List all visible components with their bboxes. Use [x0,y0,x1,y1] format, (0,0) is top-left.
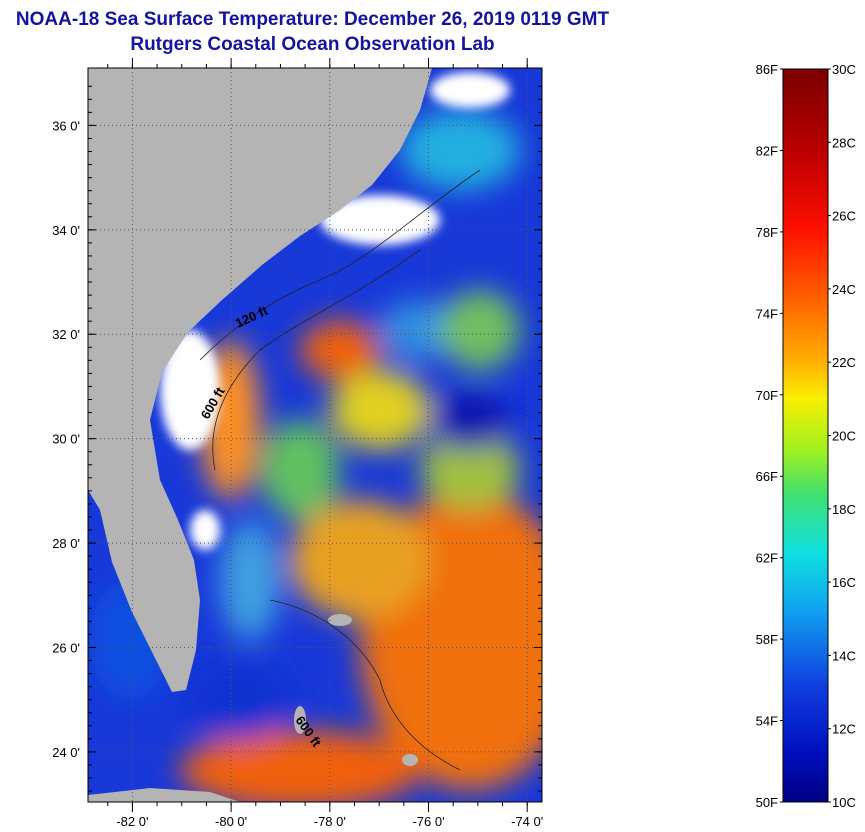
colorbar-c-label: 20C [832,429,856,444]
lat-tick-label: 32 0' [52,327,80,342]
colorbar-c-label: 28C [832,135,856,150]
colorbar-f-label: 66F [756,469,778,484]
colorbar-c-label: 10C [832,795,856,810]
lon-tick-label: -76 0' [412,814,444,829]
colorbar-f-label: 62F [756,551,778,566]
colorbar-f-label: 74F [756,306,778,321]
land-cuba [88,788,240,802]
land-bahamas [294,614,418,766]
land-southeast-us [88,68,432,692]
lon-tick-label: -80 0' [215,814,247,829]
lon-tick-label: -78 0' [314,814,346,829]
sst-field: 120 ft 600 ft 600 ft [88,68,542,802]
colorbar-c-label: 12C [832,722,856,737]
colorbar-c-label: 18C [832,502,856,517]
colorbar-c-label: 14C [832,648,856,663]
map-axes: 36 0' 34 0' 32 0' 30 0' 28 0' 26 0' 24 0' -82 0… [52,58,543,829]
colorbar-f-label: 86F [756,62,778,77]
colorbar-f-label: 54F [756,714,778,729]
lon-tick-label: -74 0' [511,814,543,829]
colorbar-c-label: 22C [832,355,856,370]
colorbar-f-label: 78F [756,225,778,240]
lat-tick-label: 28 0' [52,536,80,551]
colorbar-f-label: 82F [756,143,778,158]
colorbar [782,68,829,803]
colorbar-c-label: 16C [832,575,856,590]
lat-tick-label: 26 0' [52,640,80,655]
colorbar-c-label: 26C [832,209,856,224]
colorbar-f-label: 50F [756,795,778,810]
colorbar-c-label: 30C [832,62,856,77]
cloud-mask [160,72,510,550]
lon-tick-label: -82 0' [116,814,148,829]
colorbar-c-label: 24C [832,282,856,297]
colorbar-f-label: 58F [756,632,778,647]
colorbar-f-label: 70F [756,388,778,403]
map-title: NOAA-18 Sea Surface Temperature: Decembe… [15,9,610,30]
lat-tick-label: 24 0' [52,745,80,760]
lat-tick-label: 36 0' [52,118,80,133]
map-subtitle: Rutgers Coastal Ocean Observation Lab [130,34,495,55]
colorbar-ticks: 86F 82F 78F 74F 70F 66F 62F 58F 54F 50F 30C 28C 26C 2… [756,62,856,810]
lat-tick-label: 30 0' [52,432,80,447]
bathymetry-contours [199,169,481,771]
lat-tick-label: 34 0' [52,223,80,238]
map-frame [87,67,543,803]
